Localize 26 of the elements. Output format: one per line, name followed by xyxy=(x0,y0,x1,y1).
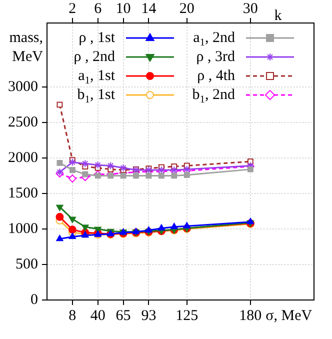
y-tick-label: 0 xyxy=(30,292,38,308)
x-tick-label: 40 xyxy=(90,308,106,324)
x2-tick-label: 10 xyxy=(116,0,131,17)
x2-tick-label: 20 xyxy=(179,0,194,17)
legend-label: ρ , 2nd xyxy=(74,48,116,65)
x2-tick-label: 2 xyxy=(68,0,76,17)
y-tick-label: 3000 xyxy=(8,78,38,95)
legend-label: ρ , 3rd xyxy=(196,48,236,65)
y-tick-label: 1500 xyxy=(8,185,38,202)
legend-label: ρ , 4th xyxy=(197,68,236,84)
y-tick-label: 1000 xyxy=(8,220,38,237)
x-tick-label: 180 xyxy=(239,308,262,324)
x2-tick-label: 6 xyxy=(94,0,102,17)
x-tick-label: 93 xyxy=(141,308,156,324)
x-axis-title: σ, MeV xyxy=(266,308,312,324)
x-tick-label: 125 xyxy=(176,308,198,324)
y-tick-label: 2500 xyxy=(8,114,38,130)
x2-tick-label: 14 xyxy=(141,0,157,17)
x2-axis-title: k xyxy=(274,8,282,24)
x-tick-label: 65 xyxy=(116,308,131,324)
y-axis-title: mass, MeV xyxy=(9,30,44,65)
y-tick-label: 500 xyxy=(16,256,38,272)
x2-tick-label: 30 xyxy=(242,0,258,17)
legend-label: ρ , 1st xyxy=(78,30,116,46)
x-tick-label: 8 xyxy=(68,308,76,324)
y-tick-label: 2000 xyxy=(8,150,38,166)
